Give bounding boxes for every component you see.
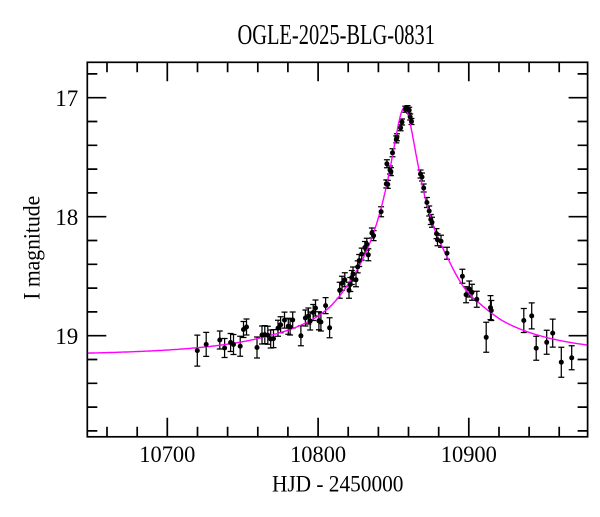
svg-text:18: 18 bbox=[55, 205, 78, 230]
svg-text:17: 17 bbox=[55, 86, 78, 111]
svg-text:OGLE-2025-BLG-0831: OGLE-2025-BLG-0831 bbox=[237, 20, 435, 51]
svg-text:10700: 10700 bbox=[139, 442, 195, 467]
svg-text:10800: 10800 bbox=[290, 442, 346, 467]
svg-text:19: 19 bbox=[55, 324, 78, 349]
svg-text:10900: 10900 bbox=[441, 442, 497, 467]
svg-text:I magnitude: I magnitude bbox=[20, 196, 45, 300]
svg-text:HJD - 2450000: HJD - 2450000 bbox=[272, 471, 404, 496]
